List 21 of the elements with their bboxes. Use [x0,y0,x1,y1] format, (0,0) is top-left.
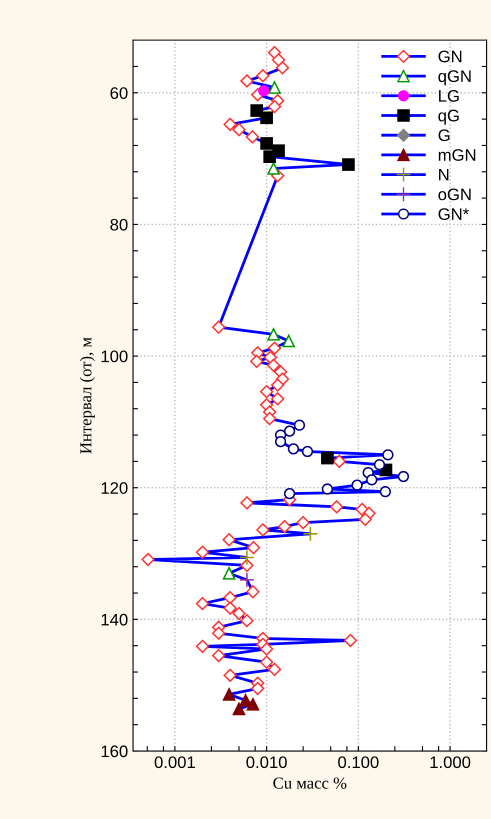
legend-label: oGN [438,188,471,200]
x-axis-title: Cu масс % [273,777,346,789]
y-tick-label: 80 [110,218,128,231]
legend-label: mGN [438,149,476,161]
x-tick-label: 1.000 [430,756,470,768]
y-tick-label: 140 [102,614,128,626]
y-tick-label: 120 [102,482,128,494]
legend-label: LG [439,90,459,102]
legend-label: G [438,129,450,142]
y-tick-label: 100 [102,350,128,362]
legend-label: GN [438,50,462,62]
x-tick-label: 0.001 [154,756,195,768]
y-tick-label: 60 [110,87,128,99]
x-tick-label: 0.010 [246,756,287,768]
legend-label: qG [438,110,459,125]
legend-label: qGN [438,70,471,86]
legend-label: N [439,168,448,180]
legend-label: GN* [438,208,469,220]
x-tick-label: 0.100 [338,756,379,768]
y-axis-title: Интервал (от), м [80,337,95,454]
y-tick-label: 160 [102,745,128,758]
